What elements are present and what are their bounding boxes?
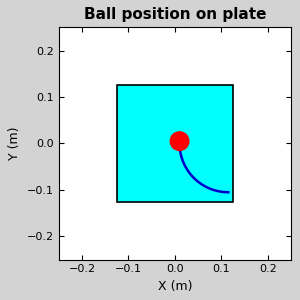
Y-axis label: Y (m): Y (m): [8, 127, 21, 160]
Bar: [117, 85, 233, 202]
X-axis label: X (m): X (m): [158, 280, 192, 293]
Circle shape: [170, 132, 189, 150]
Title: Ball position on plate: Ball position on plate: [84, 7, 266, 22]
